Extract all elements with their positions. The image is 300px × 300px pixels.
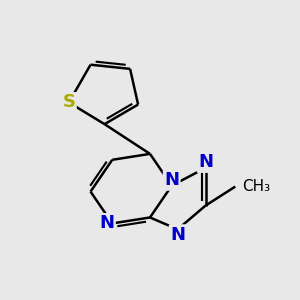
- Text: CH₃: CH₃: [242, 179, 270, 194]
- Text: N: N: [164, 171, 179, 189]
- Text: S: S: [62, 93, 75, 111]
- Text: N: N: [170, 226, 185, 244]
- Text: N: N: [99, 214, 114, 232]
- Text: N: N: [198, 154, 213, 172]
